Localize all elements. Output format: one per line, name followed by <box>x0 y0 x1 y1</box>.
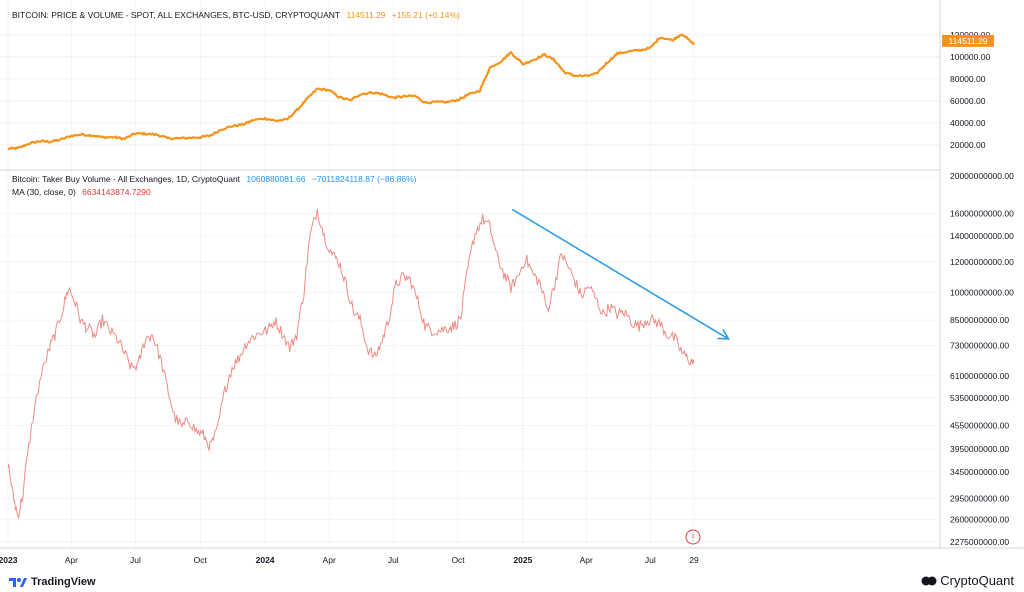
price-legend-title: BITCOIN: PRICE & VOLUME - SPOT, ALL EXCH… <box>12 10 341 20</box>
ma-legend-value: 6634143874.7290 <box>82 187 151 197</box>
volume-y-axis: 20000000000.00 16000000000.00 14000000000.… <box>950 171 1014 547</box>
volume-tick-label: 3450000000.00 <box>950 467 1009 477</box>
volume-tick-label: 3950000000.00 <box>950 444 1009 454</box>
price-tick-label: 120000.00 <box>950 30 990 40</box>
volume-tick-label: 4550000000.00 <box>950 420 1009 430</box>
ma-legend-title: MA (30, close, 0) <box>12 187 76 197</box>
volume-tick-label: 10000000000.00 <box>950 288 1014 298</box>
cryptoquant-label: CryptoQuant <box>940 573 1014 588</box>
grid <box>0 0 940 548</box>
time-tick-label: Jul <box>388 555 399 565</box>
time-tick-label: Jul <box>130 555 141 565</box>
volume-tick-label: 8500000000.00 <box>950 315 1009 325</box>
trend-arrow-head <box>717 329 730 340</box>
time-tick-label: 2023 <box>0 555 18 565</box>
price-legend: BITCOIN: PRICE & VOLUME - SPOT, ALL EXCH… <box>12 10 464 20</box>
price-tick-label: 60000.00 <box>950 96 986 106</box>
price-tick-label: 20000.00 <box>950 140 986 150</box>
time-tick-label: Jul <box>645 555 656 565</box>
volume-legend-change: −7011824118.87 (−86.86%) <box>311 174 417 184</box>
price-y-axis: 120000.00 100000.00 80000.00 60000.00 40000.… <box>950 30 990 150</box>
price-last-value-text: 114511.29 <box>949 36 988 46</box>
volume-tick-label: 5350000000.00 <box>950 393 1009 403</box>
volume-legend-value: 1060880081.66 <box>246 174 306 184</box>
price-tick-label: 80000.00 <box>950 74 986 84</box>
price-legend-change: +155.21 (+0.14%) <box>391 10 460 20</box>
volume-tick-label: 6100000000.00 <box>950 371 1009 381</box>
taker-buy-volume-ma-line <box>7 208 695 519</box>
price-last-value-label: 114511.29 <box>942 34 994 47</box>
volume-tick-label: 14000000000.00 <box>950 231 1014 241</box>
time-tick-label: Oct <box>194 555 208 565</box>
tradingview-brand[interactable]: TradingView <box>8 576 96 588</box>
volume-tick-label: 2275000000.00 <box>950 537 1009 547</box>
volume-tick-label: 16000000000.00 <box>950 209 1014 219</box>
price-tick-label: 100000.00 <box>950 52 990 62</box>
volume-legend: Bitcoin: Taker Buy Volume - All Exchange… <box>12 174 421 184</box>
time-tick-label: Apr <box>580 555 593 565</box>
time-tick-label: 2025 <box>513 555 532 565</box>
price-tick-label: 40000.00 <box>950 118 986 128</box>
alert-marker[interactable]: ! <box>685 529 701 545</box>
trend-arrow <box>511 208 730 340</box>
time-tick-label: 29 <box>689 555 699 565</box>
tradingview-logo-icon <box>9 578 27 587</box>
time-tick-label: Oct <box>451 555 465 565</box>
alert-marker-circle <box>685 529 701 545</box>
price-series-line <box>7 33 695 151</box>
alert-marker-text: ! <box>692 533 695 543</box>
price-last-value-box <box>942 34 994 47</box>
volume-tick-label: 12000000000.00 <box>950 257 1014 267</box>
price-legend-value: 114511.29 <box>346 10 386 20</box>
time-tick-label: 2024 <box>256 555 275 565</box>
tradingview-label: TradingView <box>31 576 96 588</box>
trend-arrow-shaft <box>511 208 729 340</box>
volume-tick-label: 20000000000.00 <box>950 171 1014 181</box>
cryptoquant-logo-icon <box>921 576 937 585</box>
volume-tick-label: 2950000000.00 <box>950 493 1009 503</box>
volume-tick-label: 7300000000.00 <box>950 341 1009 351</box>
volume-tick-label: 2600000000.00 <box>950 515 1009 525</box>
time-tick-label: Apr <box>323 555 336 565</box>
ma-legend: MA (30, close, 0) 6634143874.7290 <box>12 187 155 197</box>
time-x-axis: 2023 Apr Jul Oct 2024 Apr Jul Oct 2025 Apr Jul 29 <box>0 555 699 565</box>
time-tick-label: Apr <box>65 555 78 565</box>
volume-legend-title: Bitcoin: Taker Buy Volume - All Exchange… <box>12 174 241 184</box>
cryptoquant-brand[interactable]: CryptoQuant <box>921 573 1014 588</box>
